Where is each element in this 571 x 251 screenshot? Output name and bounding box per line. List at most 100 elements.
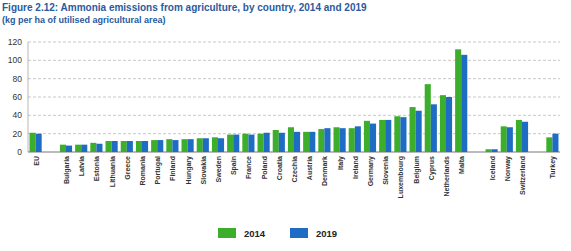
bar	[182, 139, 188, 152]
x-tick-label: Croatia	[276, 156, 283, 180]
chart: Figure 2.12: Ammonia emissions from agri…	[0, 0, 571, 251]
x-tick-label: Belgium	[413, 156, 421, 184]
bar	[227, 135, 233, 152]
subtitle: (kg per ha of utilised agricultural area…	[2, 15, 166, 25]
title: Figure 2.12: Ammonia emissions from agri…	[2, 2, 367, 13]
grid-line	[28, 97, 560, 98]
x-tick-label: Ireland	[352, 156, 359, 179]
x-tick-label: Bulgaria	[63, 156, 71, 184]
legend-label: 2014	[244, 228, 266, 239]
bar	[112, 141, 118, 152]
x-tick-label: Denmark	[321, 156, 328, 186]
bar	[273, 130, 279, 152]
x-tick-label: Greece	[124, 156, 131, 180]
bar	[385, 120, 391, 152]
bar	[446, 97, 452, 152]
bar	[440, 95, 446, 152]
bar	[507, 127, 513, 152]
bar	[309, 132, 315, 152]
x-tick-label: Italy	[337, 156, 345, 170]
bar	[127, 141, 133, 152]
bar	[522, 122, 528, 152]
bar	[203, 138, 209, 152]
x-tick-label: Netherlands	[443, 156, 450, 197]
bar	[106, 141, 112, 152]
bars	[30, 49, 559, 152]
x-tick-label: Finland	[169, 156, 176, 181]
bar	[552, 134, 558, 152]
bar	[197, 138, 203, 152]
bar	[279, 133, 285, 152]
bar	[166, 139, 172, 152]
bar	[400, 117, 406, 152]
bar	[303, 132, 309, 152]
bar	[233, 135, 239, 152]
x-tick-label: Spain	[230, 156, 238, 175]
x-tick-label: Cyprus	[428, 156, 436, 180]
bar	[90, 143, 96, 152]
bar	[142, 141, 148, 152]
x-tick-label: Portugal	[154, 156, 162, 184]
bar	[212, 137, 218, 152]
bar	[264, 133, 270, 152]
x-tick-label: Poland	[261, 156, 268, 179]
x-tick-label: Malta	[458, 156, 465, 174]
x-tick-label: France	[245, 156, 252, 179]
bar	[136, 141, 142, 152]
bar	[455, 49, 461, 152]
bar	[324, 128, 330, 152]
x-tick-label: Lithuania	[109, 156, 116, 187]
bar	[36, 134, 42, 152]
bar	[242, 134, 248, 152]
x-tick-label: Latvia	[78, 156, 85, 176]
x-tick-label: Slovakia	[200, 156, 207, 185]
bar	[364, 121, 370, 152]
bar	[172, 140, 178, 152]
x-tick-label: Austria	[306, 156, 313, 180]
bar	[81, 145, 87, 152]
bar	[492, 149, 498, 152]
bar	[394, 116, 400, 152]
bar	[461, 55, 467, 152]
bar	[30, 133, 36, 152]
y-axis-line	[28, 42, 29, 152]
bar	[248, 135, 254, 152]
x-tick-label: Sweden	[215, 156, 222, 182]
bar	[349, 128, 355, 152]
bar	[501, 126, 507, 152]
x-tick-label: Romania	[139, 156, 146, 186]
bar	[340, 128, 346, 152]
x-tick-label: Estonia	[93, 156, 100, 181]
bar	[416, 111, 422, 152]
bar	[96, 144, 102, 152]
y-tick-label: 120	[8, 37, 22, 47]
y-tick-label: 60	[13, 92, 23, 102]
y-tick-label: 0	[17, 147, 22, 157]
bar	[486, 149, 492, 152]
y-tick-label: 80	[13, 74, 23, 84]
x-tick-label: Switzerland	[519, 156, 526, 195]
grid-line	[28, 115, 560, 116]
bar	[334, 127, 340, 152]
x-tick-label: Norway	[504, 156, 512, 181]
grid-line	[28, 42, 560, 43]
y-tick-label: 100	[8, 55, 22, 65]
legend-swatch	[290, 228, 308, 238]
bar	[151, 140, 157, 152]
bar	[516, 120, 522, 152]
x-tick-label: Turkey	[549, 156, 557, 179]
bar	[410, 107, 416, 152]
grid-line	[28, 78, 560, 79]
x-tick-label: Hungary	[185, 156, 193, 185]
bar	[188, 139, 194, 152]
bar	[425, 84, 431, 152]
bar	[288, 127, 294, 152]
bar	[355, 126, 361, 152]
bar	[121, 141, 127, 152]
bar	[60, 145, 66, 152]
bar	[218, 138, 224, 152]
legend-label: 2019	[316, 228, 337, 239]
legend: 2014 2019	[218, 228, 337, 239]
bar	[546, 137, 552, 152]
bar	[66, 146, 72, 152]
